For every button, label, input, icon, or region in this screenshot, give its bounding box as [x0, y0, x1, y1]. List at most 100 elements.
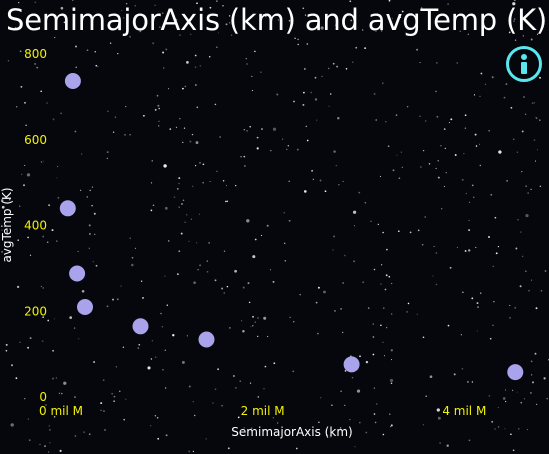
star: [311, 169, 314, 172]
star: [34, 63, 36, 65]
star: [63, 381, 67, 385]
star: [471, 297, 474, 300]
star: [269, 269, 272, 271]
star: [293, 100, 295, 103]
star: [497, 246, 499, 248]
data-point[interactable]: [343, 356, 360, 373]
star: [444, 147, 446, 150]
star: [353, 260, 356, 263]
star: [233, 375, 235, 377]
star: [29, 254, 32, 256]
star: [86, 49, 89, 52]
star: [276, 93, 279, 96]
star: [338, 184, 340, 186]
star: [186, 335, 188, 337]
star: [266, 335, 269, 338]
star: [296, 148, 299, 151]
star: [10, 10, 12, 12]
star: [46, 241, 49, 243]
star: [288, 180, 290, 182]
star: [524, 113, 527, 115]
star: [8, 198, 11, 201]
star: [120, 285, 122, 287]
star: [464, 114, 467, 117]
star: [48, 425, 51, 427]
star: [420, 166, 422, 168]
star: [388, 275, 391, 278]
star: [113, 400, 115, 402]
star: [156, 94, 159, 97]
star: [182, 87, 184, 90]
star: [392, 169, 395, 172]
star: [491, 420, 494, 423]
star: [514, 306, 517, 309]
star: [331, 404, 333, 406]
data-point[interactable]: [507, 364, 524, 381]
info-icon[interactable]: [506, 46, 542, 82]
star: [379, 175, 382, 177]
star: [288, 19, 291, 22]
data-point[interactable]: [64, 73, 81, 89]
star: [287, 145, 289, 147]
star: [48, 451, 50, 453]
y-tick-label: 800: [24, 47, 47, 61]
star: [306, 43, 309, 45]
data-point[interactable]: [132, 318, 149, 335]
star: [492, 324, 494, 327]
star: [376, 403, 378, 405]
star: [216, 0, 218, 2]
star: [387, 145, 390, 148]
star: [536, 33, 539, 35]
star: [178, 206, 180, 208]
star: [193, 414, 196, 417]
star: [530, 188, 532, 191]
star: [288, 219, 291, 222]
data-point[interactable]: [59, 200, 76, 217]
star: [219, 136, 221, 138]
star: [299, 293, 301, 296]
star: [337, 116, 340, 120]
star: [24, 101, 26, 104]
star: [521, 130, 524, 133]
star: [88, 433, 91, 435]
star: [344, 370, 347, 372]
star: [339, 427, 342, 429]
star: [340, 308, 342, 310]
star: [332, 62, 335, 65]
star: [202, 163, 205, 166]
star: [391, 313, 393, 315]
star: [178, 182, 180, 185]
star: [263, 388, 265, 390]
star: [421, 243, 424, 246]
star: [168, 88, 170, 90]
star: [401, 10, 404, 13]
star: [509, 317, 511, 319]
star: [293, 321, 295, 323]
star: [223, 292, 225, 294]
star: [40, 161, 43, 163]
star: [111, 393, 113, 395]
star: [154, 108, 157, 111]
data-point[interactable]: [77, 299, 93, 315]
star: [441, 208, 443, 210]
star: [131, 256, 134, 259]
star: [7, 60, 10, 62]
star: [518, 428, 520, 430]
star: [305, 125, 308, 128]
star: [312, 178, 314, 180]
star: [432, 275, 434, 277]
star: [235, 387, 237, 389]
star: [184, 85, 187, 88]
star: [246, 129, 248, 132]
star: [134, 247, 137, 250]
star: [476, 330, 478, 332]
star: [74, 396, 76, 398]
star: [504, 400, 507, 403]
star: [397, 230, 400, 233]
star: [493, 301, 495, 303]
data-point[interactable]: [198, 331, 215, 348]
star: [512, 138, 515, 140]
star: [528, 290, 530, 292]
star: [47, 319, 50, 322]
data-point[interactable]: [69, 265, 86, 282]
